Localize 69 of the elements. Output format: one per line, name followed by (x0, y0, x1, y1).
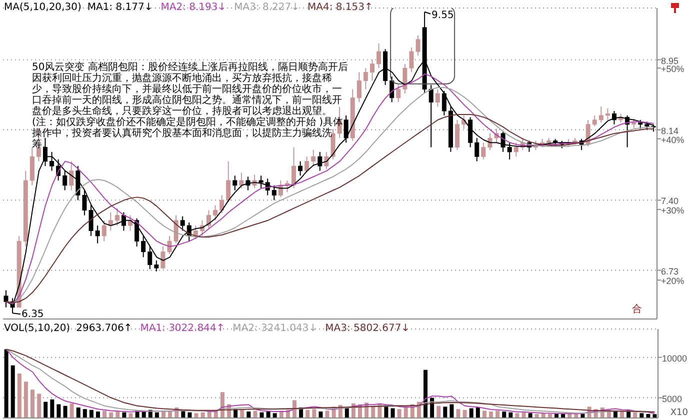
candlestick (481, 142, 486, 160)
candlestick (304, 156, 310, 174)
candlestick (592, 114, 597, 127)
y-tick-label: 7.40 (661, 196, 679, 206)
candlestick (363, 68, 368, 90)
candlestick (232, 175, 238, 191)
candlestick (474, 138, 480, 162)
candlestick (598, 106, 604, 124)
candlestick (220, 194, 224, 214)
annotation: 合 (632, 303, 642, 316)
candlestick (396, 84, 401, 103)
text: 2963.706↑ (76, 323, 132, 334)
candlestick (376, 42, 382, 69)
y-tick-label: 10000 (662, 353, 688, 364)
y2-tick-label: +30% (661, 205, 684, 216)
candlestick (292, 146, 296, 189)
candlestick (605, 108, 610, 120)
text: MA1: 8.177↓ (87, 2, 153, 13)
y2-tick-label: +20% (661, 276, 684, 286)
candlestick (507, 142, 512, 160)
candlestick (69, 160, 74, 191)
y-tick-label: 6.73 (661, 266, 679, 276)
y2-tick-label: +50% (661, 64, 684, 74)
candlestick (206, 210, 211, 230)
candlestick (500, 131, 506, 152)
candlestick (318, 151, 322, 172)
text: MA2: 3241.043↓ (232, 323, 318, 334)
y-tick-label: 5000 (662, 394, 682, 404)
text: MA2: 8.193↓ (160, 2, 226, 13)
text: MA3: 8.227↓ (234, 2, 300, 13)
candlestick (154, 260, 159, 272)
candlestick (311, 150, 316, 167)
candlestick (344, 114, 348, 144)
candlestick (324, 151, 329, 170)
candlestick (114, 208, 120, 226)
candlestick (239, 172, 244, 189)
y-tick-label: 8.14 (661, 126, 679, 136)
candlestick (102, 220, 106, 242)
candlestick (442, 90, 446, 116)
candlestick (514, 142, 518, 158)
candlestick (50, 151, 54, 172)
candlestick (226, 160, 231, 203)
legend-title: MA(5,10,20,30) (4, 2, 82, 13)
candlestick (468, 116, 473, 148)
candlestick (428, 84, 434, 148)
candlestick (30, 146, 34, 186)
candlestick (180, 216, 185, 232)
candlestick (246, 176, 250, 191)
text: MA1: 3022.844↑ (140, 323, 225, 334)
text: MA4: 8.153↑ (308, 2, 373, 13)
candlestick (356, 72, 362, 103)
candlestick (213, 204, 218, 221)
candlestick (141, 235, 146, 258)
text: MA3: 5802.677↓ (325, 323, 410, 334)
candlestick (638, 119, 643, 130)
candlestick (272, 184, 276, 201)
candlestick (435, 88, 440, 108)
text: X10 (670, 408, 688, 418)
candlestick (370, 59, 374, 82)
annotation: 6.35 (22, 309, 44, 320)
candlestick (455, 119, 460, 151)
candlestick (298, 160, 303, 176)
legend-title: VOL(5,10,20) (4, 323, 70, 334)
annotation: 9.55 (432, 10, 454, 21)
candlestick (148, 246, 152, 270)
y-tick-label: 8.95 (661, 56, 679, 66)
y2-tick-label: +40% (661, 134, 684, 145)
candlestick (258, 175, 264, 189)
candlestick (62, 170, 68, 191)
